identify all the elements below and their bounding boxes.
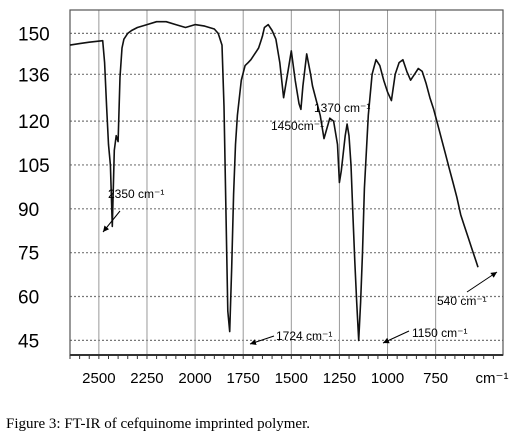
- annotation-arrow: [249, 335, 275, 345]
- spectrum-line: [69, 20, 479, 342]
- y-tick-labels: 150 136 120 105 90 75 60 45: [18, 24, 50, 352]
- caption-text: FT-IR of cefquinome imprinted polymer.: [64, 416, 310, 432]
- peak-annotation: 2350 cm⁻¹: [108, 187, 164, 201]
- x-tick-labels: 2500 2250 2000 1750 1500 1250 1000 750 cm⁻¹: [82, 370, 508, 387]
- y-tick-label: 75: [18, 244, 39, 265]
- figure-caption: Figure 3: FT-IR of cefquinome imprinted …: [6, 416, 310, 433]
- peak-annotation: 1450cm⁻¹: [271, 119, 324, 133]
- x-tick-label: 1000: [371, 370, 404, 387]
- x-axis-unit: cm⁻¹: [476, 370, 509, 387]
- x-tick-label: 1750: [227, 370, 260, 387]
- peak-annotation: 1150 cm⁻¹: [412, 326, 467, 340]
- y-tick-label: 45: [18, 331, 39, 352]
- annotation-arrow: [102, 210, 121, 233]
- peak-annotation: 1370 cm⁻¹: [314, 101, 370, 115]
- y-tick-label: 60: [18, 288, 39, 309]
- peak-annotation: 1724 cm⁻¹: [276, 329, 332, 343]
- caption-label: Figure 3:: [6, 416, 61, 432]
- annotation-arrow: [382, 330, 410, 344]
- y-tick-label: 150: [18, 24, 50, 45]
- peak-annotation: 540 cm⁻¹: [437, 294, 487, 308]
- ftir-chart: 150 136 120 105 90 75 60 45 2500 2250 2000 1750 150…: [18, 9, 508, 387]
- x-tick-label: 750: [423, 370, 448, 387]
- y-tick-label: 105: [18, 156, 50, 177]
- annotations: 2350 cm⁻¹ 1724 cm⁻¹ 1450cm⁻¹ 1370 cm⁻¹ 1150 …: [102, 101, 498, 345]
- y-tick-label: 90: [18, 200, 39, 221]
- series: [69, 20, 479, 342]
- x-tick-label: 1500: [275, 370, 308, 387]
- annotation-arrow: [466, 271, 498, 293]
- x-tick-label: 2250: [130, 370, 163, 387]
- x-tick-label: 1250: [323, 370, 356, 387]
- x-tick-label: 2000: [178, 370, 211, 387]
- x-tick-label: 2500: [82, 370, 115, 387]
- axes: [69, 9, 504, 359]
- y-tick-label: 136: [18, 65, 50, 86]
- y-tick-label: 120: [18, 112, 50, 133]
